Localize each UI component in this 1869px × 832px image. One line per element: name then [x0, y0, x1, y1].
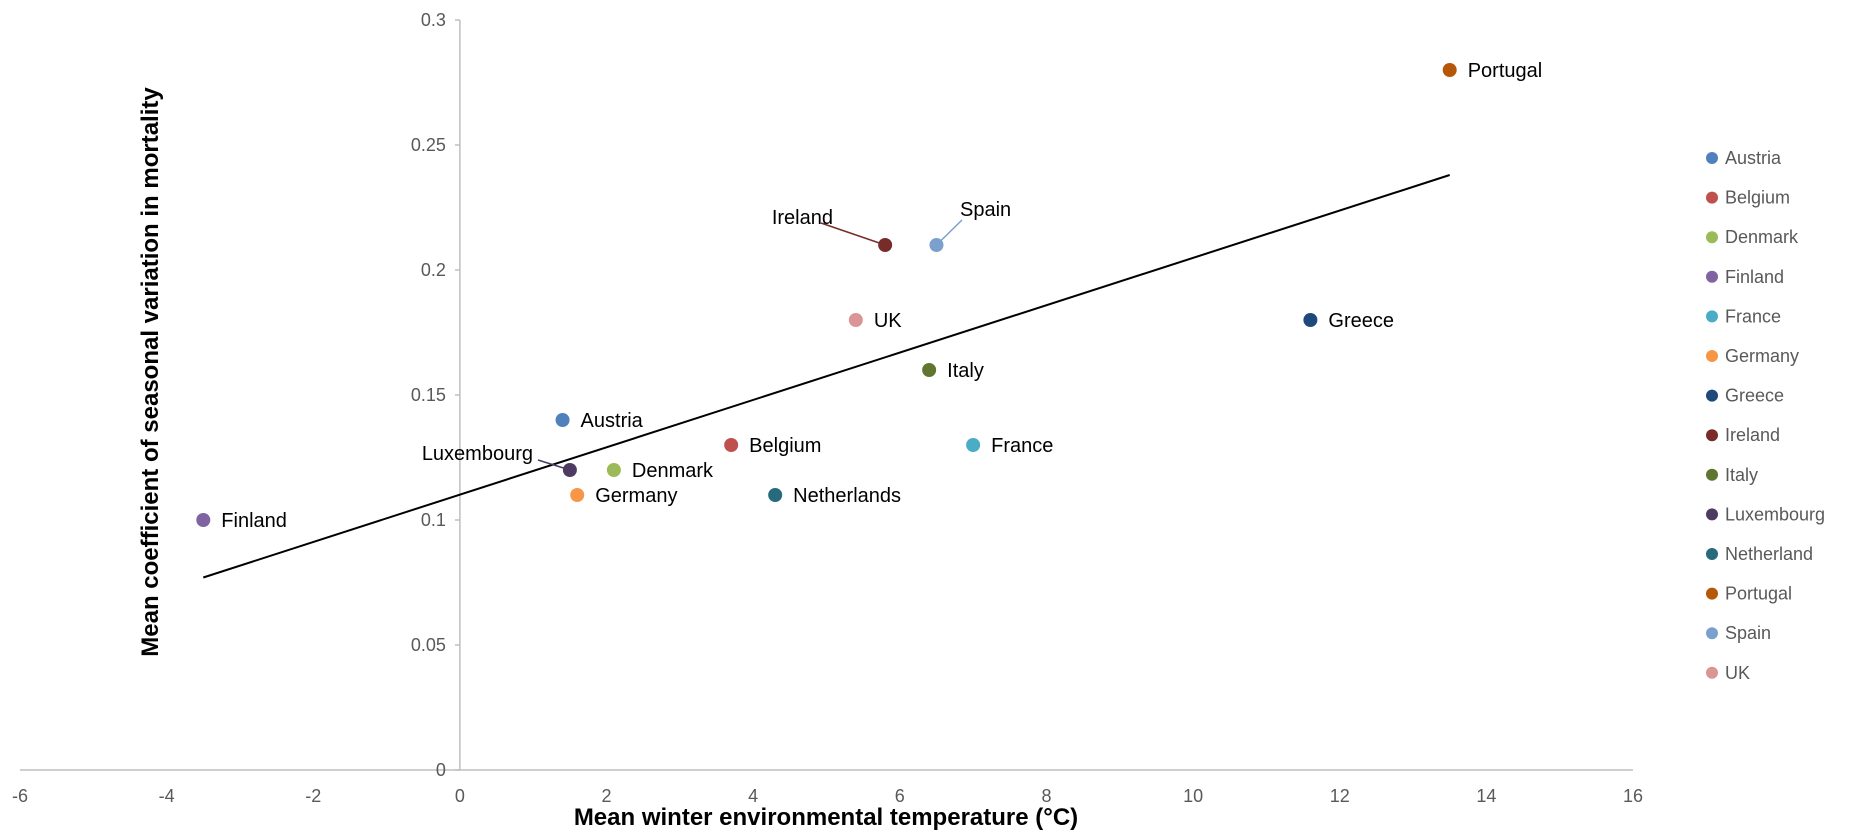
- x-tick-label: 6: [895, 786, 905, 806]
- x-tick-label: 12: [1330, 786, 1350, 806]
- x-tick-label: -2: [305, 786, 321, 806]
- point-ireland: [878, 238, 893, 252]
- y-axis-title: Mean coefficient of seasonal variation i…: [137, 87, 164, 657]
- legend-marker-finland: [1706, 270, 1718, 283]
- legend-label-netherland: Netherland: [1725, 544, 1813, 564]
- point-portugal: [1442, 63, 1457, 77]
- data-label-netherland: Netherlands: [793, 485, 901, 507]
- legend-label-germany: Germany: [1725, 346, 1799, 366]
- data-label-austria: Austria: [581, 410, 644, 432]
- legend-label-ireland: Ireland: [1725, 425, 1780, 445]
- data-label-germany: Germany: [595, 485, 677, 507]
- point-uk: [848, 313, 863, 327]
- point-finland: [196, 513, 211, 527]
- data-label-uk: UK: [874, 310, 902, 332]
- data-label-luxembourg: Luxembourg: [422, 443, 533, 465]
- y-tick-label: 0.25: [411, 135, 446, 155]
- point-netherland: [768, 488, 783, 502]
- legend-marker-germany: [1706, 350, 1718, 362]
- legend-marker-greece: [1706, 389, 1718, 402]
- data-label-denmark: Denmark: [632, 460, 714, 482]
- x-tick-label: -6: [12, 786, 28, 806]
- point-greece: [1303, 313, 1318, 327]
- x-axis-title: Mean winter environmental temperature (°…: [574, 804, 1078, 831]
- point-austria: [555, 413, 570, 427]
- legend-label-belgium: Belgium: [1725, 188, 1790, 208]
- data-label-belgium: Belgium: [749, 435, 821, 457]
- legend-marker-uk: [1706, 666, 1718, 679]
- point-denmark: [606, 463, 621, 477]
- point-luxembourg: [562, 463, 577, 477]
- data-label-greece: Greece: [1328, 310, 1394, 332]
- legend-marker-belgium: [1706, 191, 1718, 204]
- x-tick-label: -4: [159, 786, 175, 806]
- axes: -6 -4 -2 0 2 4 6 8 10 12 14 16 0 0.05 0.1 0.15 0.2 0.25 0.…: [12, 10, 1643, 806]
- point-labels: Austria Belgium Denmark Finland France German…: [221, 60, 1542, 532]
- point-belgium: [724, 438, 739, 452]
- y-tick-label: 0.1: [421, 510, 446, 530]
- legend-marker-portugal: [1706, 587, 1718, 600]
- legend-label-italy: Italy: [1725, 465, 1758, 485]
- x-tick-label: 2: [602, 786, 612, 806]
- x-tick-label: 8: [1041, 786, 1051, 806]
- legend-label-uk: UK: [1725, 663, 1750, 683]
- legend-marker-austria: [1706, 152, 1718, 164]
- legend-marker-luxembourg: [1706, 508, 1718, 521]
- leader-lines: [537, 219, 963, 471]
- legend-label-greece: Greece: [1725, 386, 1784, 406]
- legend-label-france: France: [1725, 306, 1781, 326]
- data-label-portugal: Portugal: [1468, 60, 1543, 82]
- legend-label-spain: Spain: [1725, 623, 1771, 643]
- y-tick-label: 0.2: [421, 260, 446, 280]
- point-italy: [922, 363, 937, 377]
- data-label-finland: Finland: [221, 510, 287, 532]
- y-tick-label: 0: [436, 760, 446, 780]
- x-tick-label: 0: [455, 786, 465, 806]
- x-tick-label: 10: [1183, 786, 1203, 806]
- data-label-ireland: Ireland: [772, 207, 833, 229]
- data-points: [196, 63, 1457, 527]
- y-tick-label: 0.05: [411, 635, 446, 655]
- x-tick-label: 14: [1476, 786, 1496, 806]
- legend-label-austria: Austria: [1725, 148, 1782, 168]
- point-germany: [570, 488, 585, 502]
- y-tick-label: 0.3: [421, 10, 446, 30]
- point-spain: [929, 238, 944, 252]
- legend-label-portugal: Portugal: [1725, 584, 1792, 604]
- legend-label-luxembourg: Luxembourg: [1725, 504, 1825, 524]
- leader-line-ireland: [820, 222, 886, 246]
- legend-label-denmark: Denmark: [1725, 227, 1799, 247]
- legend-label-finland: Finland: [1725, 267, 1784, 287]
- point-france: [966, 438, 981, 452]
- x-tick-label: 16: [1623, 786, 1643, 806]
- legend-marker-spain: [1706, 627, 1718, 640]
- data-label-italy: Italy: [947, 360, 984, 382]
- y-tick-label: 0.15: [411, 385, 446, 405]
- trendline-layer: [202, 174, 1451, 579]
- legend-marker-netherland: [1706, 548, 1718, 560]
- data-label-france: France: [991, 435, 1053, 457]
- legend-marker-france: [1706, 310, 1718, 323]
- legend-marker-italy: [1706, 468, 1718, 481]
- legend-marker-ireland: [1706, 429, 1718, 442]
- legend-marker-denmark: [1706, 231, 1718, 244]
- trendline: [202, 174, 1451, 579]
- data-label-spain: Spain: [960, 199, 1011, 221]
- x-tick-label: 4: [748, 786, 758, 806]
- legend: Austria Belgium Denmark Finland France German…: [1706, 148, 1825, 683]
